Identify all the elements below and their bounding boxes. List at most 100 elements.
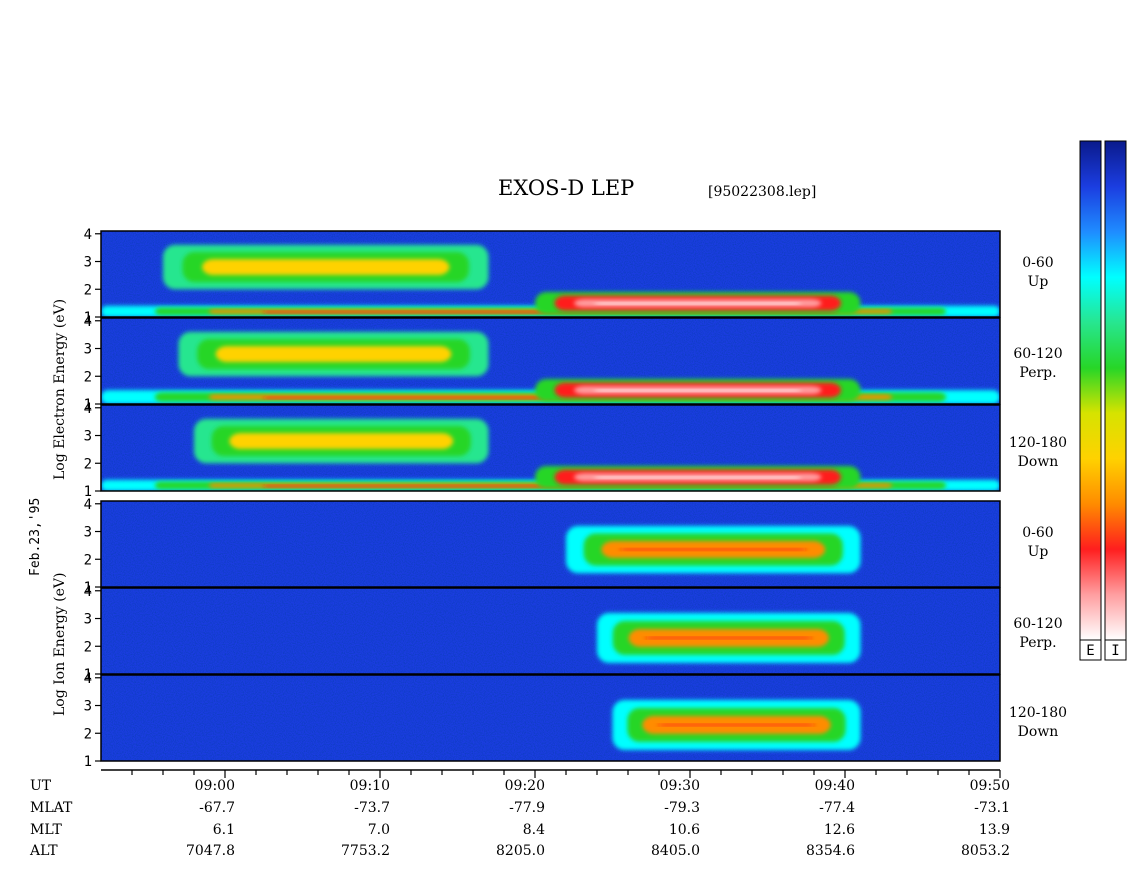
pitch-angle: 120-180 (1008, 705, 1068, 721)
panel-frame (100, 674, 1001, 762)
y-tick-label: 2 (84, 552, 92, 568)
ephemeris-value: -77.9 (509, 800, 545, 816)
spectrogram-panel (101, 231, 1000, 317)
spectrogram-feature (593, 302, 802, 305)
pitch-angle: 120-180 (1008, 435, 1068, 451)
ephemeris-table: UT MLAT MLT ALT 09:00 09:10 09:20 09:30 09:4… (0, 778, 1130, 868)
y-tick-label: 1 (84, 754, 92, 770)
ephemeris-value: 09:40 (814, 778, 855, 794)
panel-label-e-up: 0-60 Up (1003, 254, 1073, 292)
panels-layer (100, 230, 1001, 762)
y-tick-label: 2 (84, 282, 92, 298)
ephemeris-value: 12.6 (823, 822, 855, 838)
pitch-angle: 60-120 (1013, 346, 1063, 362)
ephemeris-value: 09:20 (504, 778, 545, 794)
direction: Down (1017, 724, 1059, 740)
ephemeris-value: 8205.0 (496, 843, 545, 859)
spectrogram-feature (657, 723, 816, 726)
ephemeris-row-name: MLT (30, 822, 62, 838)
ephemeris-value: 13.9 (978, 822, 1010, 838)
panel-frame (100, 404, 1001, 492)
panel-label-i-up: 0-60 Up (1003, 524, 1073, 562)
y-tick-label: 4 (84, 497, 92, 513)
panel-frame (100, 317, 1001, 405)
spectrogram-feature (229, 433, 454, 450)
y-tick-label: 2 (84, 639, 92, 655)
ephemeris-value: -67.7 (199, 800, 235, 816)
ephemeris-row-name: MLAT (30, 800, 73, 816)
ephemeris-value: 8405.0 (651, 843, 700, 859)
y-tick-label: 3 (84, 342, 92, 358)
colorbar-label-box (1079, 639, 1102, 661)
ephemeris-value: 6.1 (212, 822, 235, 838)
y-tick-label: 1 (84, 580, 92, 596)
y-tick-label: 3 (84, 255, 92, 271)
direction: Up (1027, 544, 1049, 560)
ephemeris-value: 09:00 (194, 778, 235, 794)
y-tick-label: 4 (84, 227, 92, 243)
y-tick-label: 1 (84, 397, 92, 413)
spectrogram-feature (202, 259, 450, 276)
y-tick-label: 4 (84, 401, 92, 417)
ephemeris-value: -73.1 (974, 800, 1010, 816)
ephemeris-value: 8354.6 (806, 843, 855, 859)
ephemeris-value: 10.6 (668, 822, 700, 838)
direction: Perp. (1019, 635, 1057, 651)
file-id: [95022308.lep] (708, 184, 817, 200)
pitch-angle: 0-60 (1022, 255, 1054, 271)
panel-frame (100, 587, 1001, 675)
y-tick-label: 4 (84, 314, 92, 330)
ephemeris-value: -77.4 (819, 800, 855, 816)
panel-label-e-down: 120-180 Down (1003, 434, 1073, 472)
y-tick-label: 4 (84, 671, 92, 687)
ephemeris-value: 8.4 (522, 822, 545, 838)
pitch-angle: 60-120 (1013, 616, 1063, 632)
direction: Down (1017, 454, 1059, 470)
y-tick-label: 3 (84, 525, 92, 541)
spectrogram-panel (101, 405, 1000, 491)
colorbar-scale (1079, 140, 1102, 641)
ephemeris-value: 09:10 (349, 778, 390, 794)
colorbar-label: E (1086, 643, 1094, 659)
ephemeris-value: 7047.8 (186, 843, 235, 859)
colorbar-label: I (1111, 643, 1119, 659)
colorbar-label-box (1104, 639, 1127, 661)
panel-label-e-perp: 60-120 Perp. (1003, 345, 1073, 383)
spectrogram-feature (215, 346, 452, 363)
y-tick-label: 1 (84, 310, 92, 326)
spectrogram-panel (101, 318, 1000, 404)
y-tick-label: 2 (84, 456, 92, 472)
direction: Up (1027, 274, 1049, 290)
y-tick-label: 2 (84, 726, 92, 742)
y-tick-label: 3 (84, 699, 92, 715)
ephemeris-value: 7.0 (367, 822, 390, 838)
colorbar-scale (1104, 140, 1127, 641)
ephemeris-value: 7753.2 (341, 843, 390, 859)
ephemeris-value: 09:50 (969, 778, 1010, 794)
spectrogram-panel (101, 501, 1000, 587)
panel-label-i-perp: 60-120 Perp. (1003, 615, 1073, 653)
spectrogram-feature (593, 476, 802, 479)
panel-label-i-down: 120-180 Down (1003, 704, 1073, 742)
ephemeris-row-name: ALT (30, 843, 58, 859)
ephemeris-value: 8053.2 (961, 843, 1010, 859)
y-tick-label: 3 (84, 429, 92, 445)
ephemeris-row-name: UT (30, 778, 52, 794)
spectrogram-feature (619, 548, 808, 551)
y-tick-label: 2 (84, 369, 92, 385)
y-tick-label: 4 (84, 584, 92, 600)
chart-title: EXOS-D LEP (498, 176, 635, 200)
panel-noise (101, 501, 1000, 587)
spectrogram-feature (593, 389, 802, 392)
ephemeris-value: -73.7 (354, 800, 390, 816)
spectrogram-panel (101, 675, 1000, 761)
pitch-angle: 0-60 (1022, 525, 1054, 541)
panel-frame (100, 500, 1001, 588)
direction: Perp. (1019, 365, 1057, 381)
y-tick-label: 1 (84, 667, 92, 683)
panel-noise (101, 675, 1000, 761)
panel-noise (101, 588, 1000, 674)
